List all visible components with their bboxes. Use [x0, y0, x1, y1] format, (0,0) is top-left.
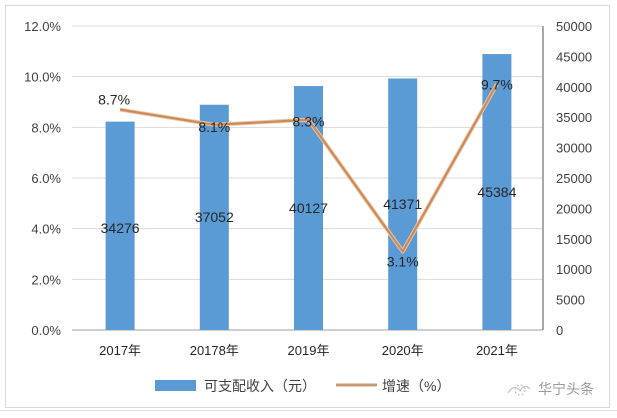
divider: [0, 410, 617, 411]
category-label: 2020年: [382, 343, 424, 358]
legend-line-label: 增速（%）: [382, 378, 450, 394]
right-tick-label: 0: [556, 323, 563, 338]
bar-value-label: 34276: [101, 220, 140, 236]
bar: [388, 78, 418, 330]
left-tick-label: 2.0%: [31, 272, 61, 287]
left-axis: 0.0% 2.0% 4.0% 6.0% 8.0% 10.0% 12.0%: [24, 19, 61, 338]
right-tick-label: 20000: [556, 201, 592, 216]
right-tick-label: 15000: [556, 232, 592, 247]
bar-value-label: 41371: [383, 196, 422, 212]
right-tick-label: 5000: [556, 293, 585, 308]
legend: 可支配收入（元） 增速（%）: [155, 378, 450, 394]
bar-value-label: 37052: [195, 209, 234, 225]
right-tick-label: 50000: [556, 19, 592, 34]
watermark-text: 华宁头条: [538, 381, 594, 397]
left-tick-label: 12.0%: [24, 19, 61, 34]
bar: [105, 121, 135, 330]
left-tick-label: 10.0%: [24, 70, 61, 85]
line-value-label: 8.1%: [198, 119, 230, 135]
left-tick-label: 6.0%: [31, 171, 61, 186]
growth-line-path: [119, 83, 498, 253]
left-tick-label: 8.0%: [31, 120, 61, 135]
income-bars: [105, 54, 512, 331]
right-tick-label: 45000: [556, 49, 592, 64]
right-tick-label: 40000: [556, 80, 592, 95]
watermark: 华宁头条: [507, 381, 594, 397]
category-label: 2019年: [288, 343, 330, 358]
bar-value-label: 40127: [289, 200, 328, 216]
watermark-logo-icon: [507, 384, 531, 396]
right-tick-label: 25000: [556, 171, 592, 186]
legend-bar-swatch: [155, 380, 196, 391]
line-value-label: 9.7%: [481, 76, 513, 92]
line-value-label: 3.1%: [387, 253, 419, 269]
left-tick-label: 4.0%: [31, 222, 61, 237]
line-data-labels: 8.7% 8.1% 8.3% 3.1% 9.7%: [98, 76, 513, 269]
right-tick-label: 35000: [556, 110, 592, 125]
left-tick-label: 0.0%: [31, 323, 61, 338]
category-label: 20178年: [190, 343, 239, 358]
category-label: 2021年: [476, 343, 518, 358]
category-label: 2017年: [99, 343, 141, 358]
bar-data-labels: 34276 37052 40127 41371 45384: [101, 184, 517, 236]
bar-value-label: 45384: [477, 184, 516, 200]
right-tick-label: 30000: [556, 141, 592, 156]
growth-line: [119, 83, 499, 254]
bar: [199, 104, 229, 330]
legend-bar-label: 可支配收入（元）: [204, 378, 316, 394]
bar: [294, 86, 323, 331]
line-value-label: 8.3%: [293, 114, 325, 130]
right-axis: 0 5000 10000 15000 20000 25000 30000 35000 40000…: [542, 19, 592, 338]
line-value-label: 8.7%: [98, 92, 130, 108]
right-tick-label: 10000: [556, 262, 592, 277]
x-axis-labels: 2017年 20178年 2019年 2020年 2021年: [99, 343, 518, 358]
